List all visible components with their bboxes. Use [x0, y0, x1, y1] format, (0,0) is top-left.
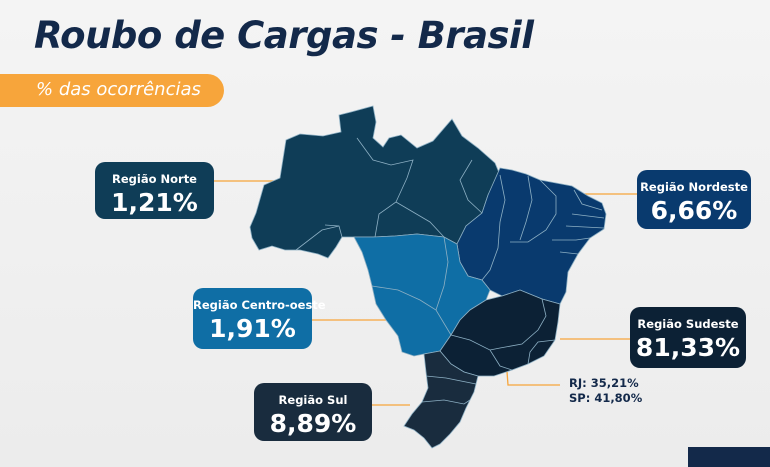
- card-regiao-nordeste: Região Nordeste 6,66%: [637, 170, 751, 229]
- region-sul: [403, 350, 479, 449]
- card-regiao-sudeste: Região Sudeste 81,33%: [630, 307, 746, 368]
- card-regiao-sul: Região Sul 8,89%: [254, 383, 372, 441]
- page-title: Roubo de Cargas - Brasil: [34, 14, 534, 57]
- card-regiao-norte: Região Norte 1,21%: [95, 162, 214, 219]
- value-regiao-sudeste: 81,33%: [635, 333, 741, 362]
- breakdown-sp: SP: 41,80%: [569, 391, 643, 405]
- sudeste-breakdown: RJ: 35,21% SP: 41,80%: [569, 376, 642, 406]
- label-regiao-sudeste: Região Sudeste: [637, 317, 739, 331]
- sudeste-borders: [450, 298, 556, 371]
- card-regiao-centro-oeste: Região Centro-oeste 1,91%: [193, 288, 326, 349]
- value-regiao-nordeste: 6,66%: [650, 196, 738, 225]
- sul-borders: [421, 375, 477, 405]
- value-regiao-norte: 1,21%: [111, 188, 198, 217]
- breakdown-rj: RJ: 35,21%: [569, 376, 639, 390]
- corner-decoration: [688, 447, 770, 467]
- label-regiao-nordeste: Região Nordeste: [640, 180, 748, 194]
- norte-borders: [295, 137, 483, 251]
- subtitle-banner: % das ocorrências: [0, 74, 224, 107]
- value-regiao-centro-oeste: 1,91%: [209, 314, 296, 343]
- nordeste-borders: [481, 174, 605, 281]
- value-regiao-sul: 8,89%: [269, 409, 357, 438]
- centro-oeste-borders: [371, 236, 452, 336]
- label-regiao-sul: Região Sul: [278, 393, 348, 407]
- label-regiao-norte: Região Norte: [112, 172, 197, 186]
- subtitle-text: % das ocorrências: [36, 79, 201, 100]
- label-regiao-centro-oeste: Região Centro-oeste: [193, 298, 326, 312]
